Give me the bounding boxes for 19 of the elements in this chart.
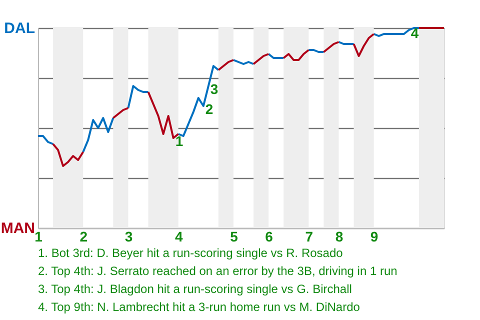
text: 1. Bot 3rd: D. Beyer hit a run-scoring single vs R. Rosado [38, 246, 344, 260]
text: 4. Top 9th: N. Lambrecht hit a 3-run home run vs M. DiNardo [38, 300, 360, 314]
text: 3. Top 4th: J. Blagdon hit a run-scoring single vs G. Birchall [38, 282, 352, 296]
annotation: 1 [175, 133, 184, 149]
text: 2. Top 4th: J. Serrato reached on an error by the 3B, driving in 1 run [38, 264, 398, 278]
text: MAN [0, 220, 35, 237]
annotation: 2 [205, 101, 214, 117]
x-tick-label: 9 [370, 228, 378, 244]
x-tick-label: 5 [230, 228, 238, 244]
x-tick-label: 7 [305, 228, 314, 244]
x-tick-label: 3 [124, 228, 133, 244]
x-tick-label: 1 [34, 228, 43, 244]
annotation: 4 [410, 25, 419, 41]
annotation: 3 [210, 81, 218, 97]
x-tick-label: 8 [335, 228, 344, 244]
x-tick-label: 4 [174, 228, 183, 244]
x-tick-label: 2 [80, 228, 88, 244]
x-tick-label: 6 [265, 228, 274, 244]
text: DAL [4, 20, 35, 37]
